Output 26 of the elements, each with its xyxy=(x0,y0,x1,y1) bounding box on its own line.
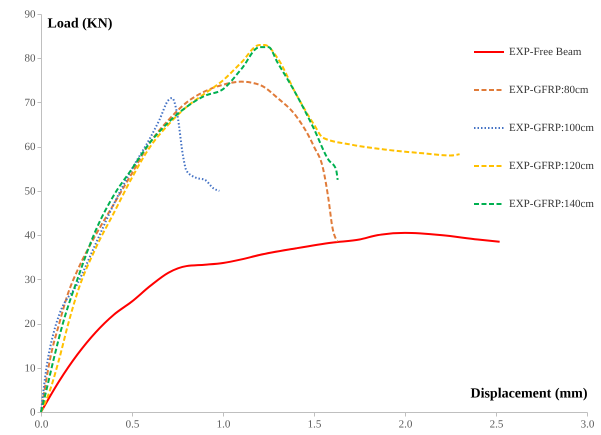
x-tick-label: 0.5 xyxy=(126,418,140,430)
x-tick-label: 0.0 xyxy=(34,418,49,430)
legend-label: EXP-GFRP:140cm xyxy=(509,198,594,210)
y-tick-label: 70 xyxy=(24,96,36,109)
x-axis-title: Displacement (mm) xyxy=(470,386,588,402)
line-series xyxy=(40,44,461,413)
legend-label: EXP-GFRP:120cm xyxy=(509,160,594,172)
legend-label: EXP-GFRP:80cm xyxy=(509,84,589,96)
y-tick-label: 90 xyxy=(24,8,36,20)
line-series xyxy=(40,97,220,413)
legend-label: EXP-Free Beam xyxy=(509,46,582,58)
y-tick-label: 50 xyxy=(24,185,36,198)
y-tick-label: 20 xyxy=(24,318,36,330)
y-tick-label: 30 xyxy=(24,274,36,286)
legend-label: EXP-GFRP:100cm xyxy=(509,122,594,134)
x-tick-label: 1.5 xyxy=(308,418,322,430)
y-tick-label: 60 xyxy=(24,141,36,154)
y-axis-title: Load (KN) xyxy=(48,16,113,32)
y-tick-label: 40 xyxy=(24,230,36,242)
x-tick-label: 2.0 xyxy=(398,418,413,430)
y-tick-label: 80 xyxy=(24,52,36,65)
x-tick-label: 2.5 xyxy=(490,418,504,430)
x-tick-label: 3.0 xyxy=(580,418,595,430)
y-tick-label: 10 xyxy=(24,362,36,374)
y-tick-label: 0 xyxy=(30,406,36,418)
x-tick-label: 1.0 xyxy=(216,418,231,430)
